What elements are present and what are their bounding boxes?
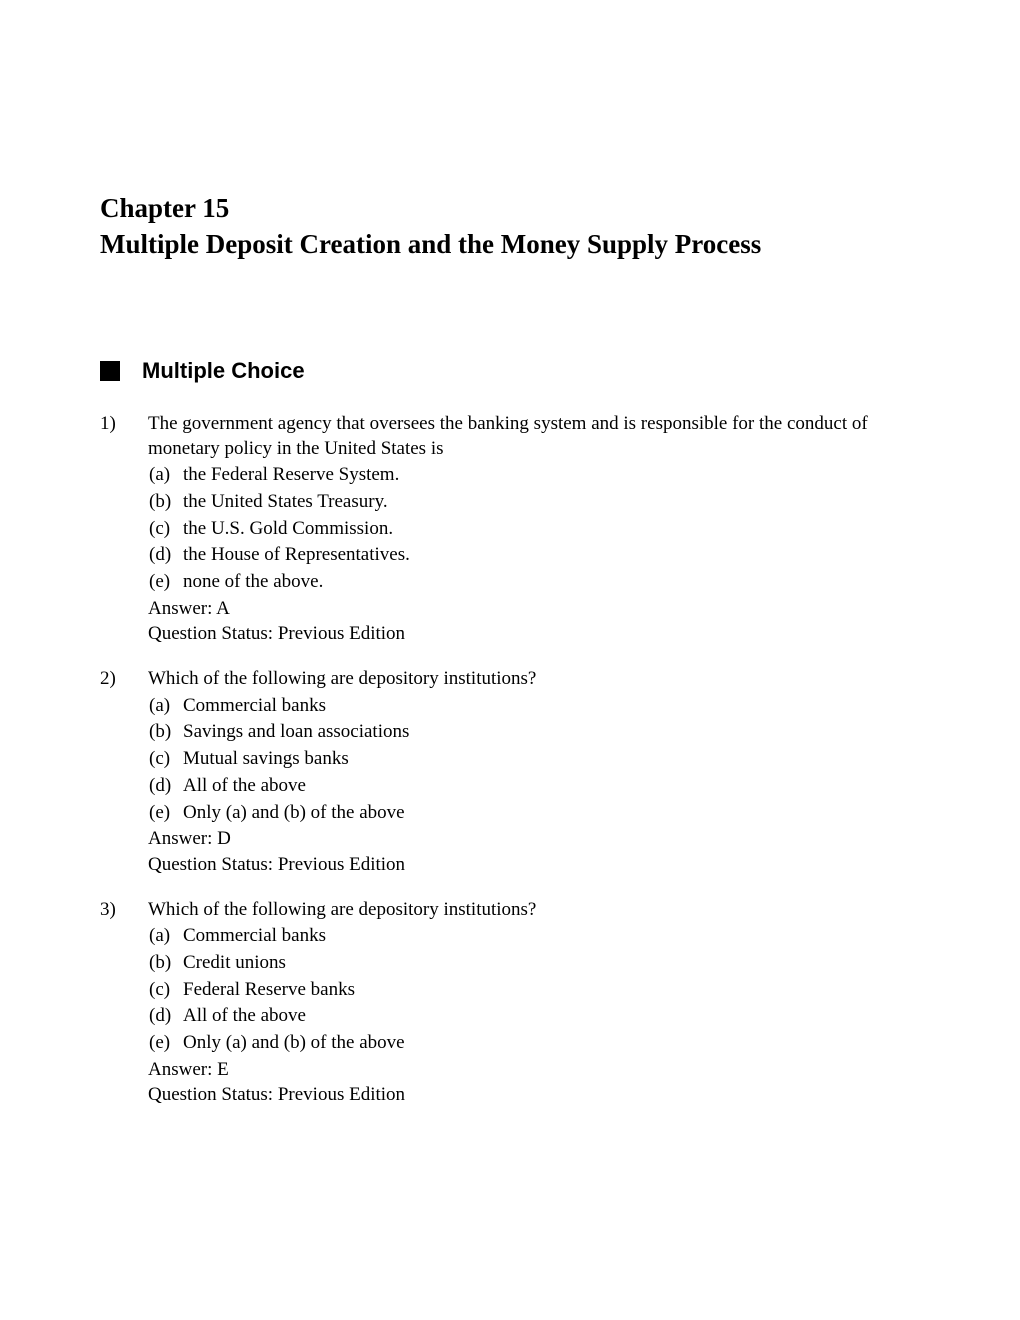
- question-number: 1): [100, 412, 148, 647]
- option-text: the United States Treasury.: [183, 490, 920, 515]
- option-text: Federal Reserve banks: [183, 978, 920, 1003]
- option-row: (a) Commercial banks: [148, 694, 920, 719]
- option-letter: (a): [148, 694, 183, 719]
- option-row: (b) Savings and loan associations: [148, 720, 920, 745]
- option-row: (c) the U.S. Gold Commission.: [148, 517, 920, 542]
- chapter-number: Chapter 15: [100, 190, 920, 226]
- option-letter: (e): [148, 1031, 183, 1056]
- option-row: (d) All of the above: [148, 774, 920, 799]
- option-row: (b) the United States Treasury.: [148, 490, 920, 515]
- option-text: Commercial banks: [183, 924, 920, 949]
- question-number: 2): [100, 667, 148, 878]
- answer-line: Answer: A: [148, 597, 920, 622]
- option-text: Only (a) and (b) of the above: [183, 1031, 920, 1056]
- option-text: the U.S. Gold Commission.: [183, 517, 920, 542]
- option-row: (c) Mutual savings banks: [148, 747, 920, 772]
- question-block: 3) Which of the following are depository…: [100, 898, 920, 1109]
- option-row: (e) none of the above.: [148, 570, 920, 595]
- option-row: (d) All of the above: [148, 1004, 920, 1029]
- section-header: Multiple Choice: [100, 358, 920, 384]
- option-row: (b) Credit unions: [148, 951, 920, 976]
- option-row: (d) the House of Representatives.: [148, 543, 920, 568]
- option-letter: (e): [148, 570, 183, 595]
- option-text: All of the above: [183, 774, 920, 799]
- option-letter: (c): [148, 747, 183, 772]
- option-letter: (b): [148, 490, 183, 515]
- option-text: none of the above.: [183, 570, 920, 595]
- option-text: the House of Representatives.: [183, 543, 920, 568]
- option-row: (e) Only (a) and (b) of the above: [148, 1031, 920, 1056]
- question-block: 1) The government agency that oversees t…: [100, 412, 920, 647]
- option-letter: (a): [148, 463, 183, 488]
- option-row: (a) the Federal Reserve System.: [148, 463, 920, 488]
- question-content: Which of the following are depository in…: [148, 898, 920, 1109]
- question-number: 3): [100, 898, 148, 1109]
- option-text: All of the above: [183, 1004, 920, 1029]
- option-text: Commercial banks: [183, 694, 920, 719]
- question-content: The government agency that oversees the …: [148, 412, 920, 647]
- option-letter: (a): [148, 924, 183, 949]
- option-letter: (e): [148, 801, 183, 826]
- status-line: Question Status: Previous Edition: [148, 1083, 920, 1108]
- chapter-title: Chapter 15 Multiple Deposit Creation and…: [100, 190, 920, 263]
- square-bullet-icon: [100, 361, 120, 381]
- answer-line: Answer: E: [148, 1058, 920, 1083]
- option-letter: (b): [148, 720, 183, 745]
- option-letter: (d): [148, 774, 183, 799]
- option-letter: (c): [148, 517, 183, 542]
- status-line: Question Status: Previous Edition: [148, 853, 920, 878]
- option-text: Savings and loan associations: [183, 720, 920, 745]
- answer-line: Answer: D: [148, 827, 920, 852]
- question-stem: Which of the following are depository in…: [148, 898, 920, 923]
- option-text: Only (a) and (b) of the above: [183, 801, 920, 826]
- option-text: the Federal Reserve System.: [183, 463, 920, 488]
- option-text: Mutual savings banks: [183, 747, 920, 772]
- section-title: Multiple Choice: [142, 358, 305, 384]
- question-stem: Which of the following are depository in…: [148, 667, 920, 692]
- option-letter: (c): [148, 978, 183, 1003]
- question-stem: The government agency that oversees the …: [148, 412, 920, 461]
- option-letter: (d): [148, 1004, 183, 1029]
- chapter-name: Multiple Deposit Creation and the Money …: [100, 226, 920, 262]
- status-line: Question Status: Previous Edition: [148, 622, 920, 647]
- option-text: Credit unions: [183, 951, 920, 976]
- option-row: (c) Federal Reserve banks: [148, 978, 920, 1003]
- option-row: (a) Commercial banks: [148, 924, 920, 949]
- question-block: 2) Which of the following are depository…: [100, 667, 920, 878]
- option-letter: (b): [148, 951, 183, 976]
- option-letter: (d): [148, 543, 183, 568]
- option-row: (e) Only (a) and (b) of the above: [148, 801, 920, 826]
- question-content: Which of the following are depository in…: [148, 667, 920, 878]
